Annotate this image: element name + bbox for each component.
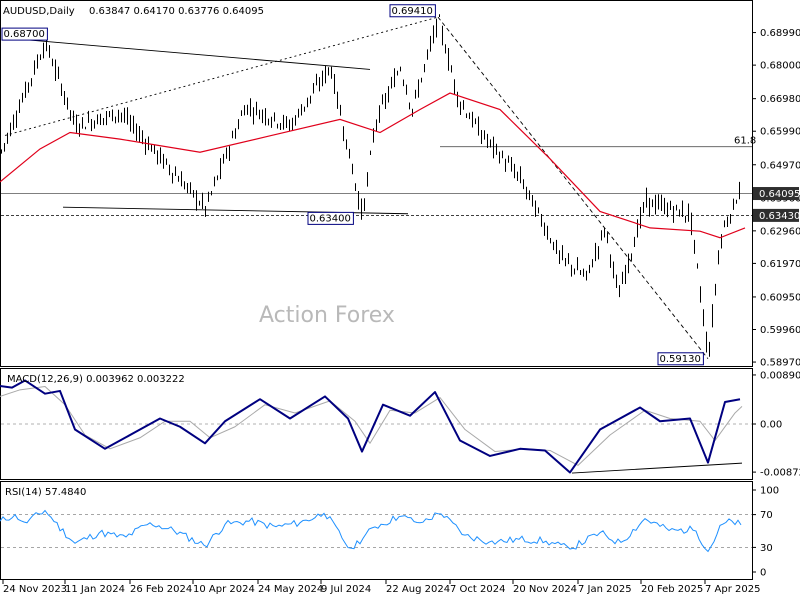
price-annotation-label: 0.63400 [310,213,351,224]
rsi-plot: 100 70 30 0 [0,486,779,579]
macd-tick-label: 0.00 [760,420,782,431]
rsi-line [0,509,742,553]
trendline [437,16,709,360]
rsi-panel-frame [0,481,753,580]
x-tick-label: 26 Feb 2024 [130,584,192,595]
price-tick-label: 0.68990 [760,28,800,39]
trendline [26,39,371,70]
price-tick-label: 0.62960 [760,226,800,237]
fib-label: 61.8 [734,136,756,147]
price-tick-label: 0.66980 [760,94,800,105]
x-tick-label: 10 Apr 2024 [193,584,255,595]
rsi-title: RSI(14) 57.4840 [5,487,86,498]
price-annotation-label: 0.68700 [4,29,45,40]
x-tick-label: 20 Nov 2024 [513,584,577,595]
price-box-label: 0.63430 [759,211,800,222]
symbol-header: AUDUSD,Daily [3,6,75,17]
main-panel-frame [0,0,753,367]
price-annotation-box [1,27,48,41]
x-tick-label: 22 Aug 2024 [386,584,450,595]
price-tick-label: 0.58970 [760,358,800,369]
watermark: Action Forex [259,303,395,328]
ohlc-header: 0.63847 0.64170 0.63776 0.64095 [89,6,264,17]
x-tick-label: 20 Feb 2025 [641,584,703,595]
macd-tick-label: 0.008901 [760,370,800,381]
rsi-tick-label: 70 [760,510,773,521]
price-bars [1,14,740,357]
macd-title: MACD(12,26,9) 0.003962 0.003222 [7,374,185,385]
price-tick-label: 0.65990 [760,127,800,138]
price-tick-label: 0.59960 [760,325,800,336]
price-tick-label: 0.64970 [760,160,800,171]
moving-average-line [0,92,746,239]
price-tick-label: 0.61970 [760,259,800,270]
x-tick-label: 24 Nov 2023 [3,584,67,595]
macd-tick-label: -0.008729 [760,468,800,479]
rsi-tick-label: 0 [760,568,766,579]
price-annotation-box [657,352,704,366]
macd-plot: 0.008901 0.00 -0.008729 [0,370,800,479]
x-tick-label: 7 Apr 2025 [705,584,760,595]
price-annotation-box [307,211,354,225]
price-annotation-label: 0.59130 [660,354,701,365]
macd-series-line [0,379,741,474]
price-tick-label: 0.68000 [760,61,800,72]
x-tick-label: 7 Jan 2025 [578,584,632,595]
price-annotation-box [389,4,436,18]
main-plot: 0.689900.680000.669800.659900.649700.639… [0,4,800,369]
x-tick-label: 11 Jan 2024 [65,584,125,595]
price-box [753,187,799,201]
price-box [753,208,799,222]
x-tick-label: 9 Jul 2024 [321,584,371,595]
x-tick-label: 24 May 2024 [258,584,323,595]
rsi-tick-label: 100 [760,486,779,497]
price-tick-label: 0.60950 [760,292,800,303]
x-tick-label: 7 Oct 2024 [450,584,505,595]
price-box-label: 0.64095 [759,189,800,200]
price-annotation-label: 0.69410 [392,6,433,17]
macd-trendline [571,462,743,474]
rsi-tick-label: 30 [760,543,773,554]
